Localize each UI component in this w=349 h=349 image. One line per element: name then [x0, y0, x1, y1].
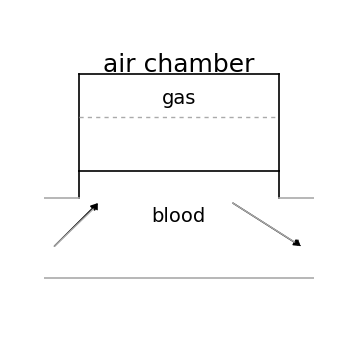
Text: blood: blood — [152, 207, 206, 226]
Text: air chamber: air chamber — [103, 53, 255, 77]
Text: gas: gas — [162, 89, 196, 108]
